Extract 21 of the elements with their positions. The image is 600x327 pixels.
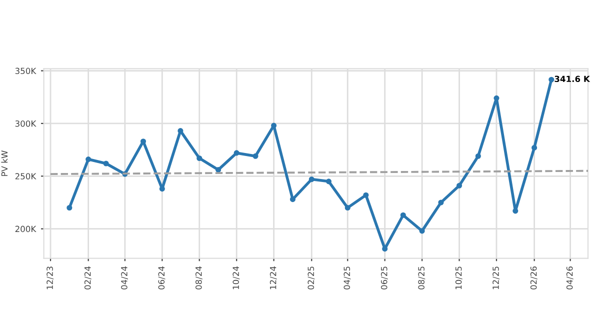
y-tick-label: 350K <box>15 68 36 74</box>
x-tick-label: 12/23 <box>46 266 54 290</box>
x-tick-label: 04/25 <box>344 266 351 290</box>
x-tick-label: 10/24 <box>232 266 240 290</box>
x-tick-label: 06/25 <box>380 266 388 290</box>
y-tick-label: 300K <box>15 120 36 127</box>
x-tick-label: 04/26 <box>566 266 574 290</box>
annotation: 341.6 K <box>554 76 590 82</box>
x-tick-label: 12/25 <box>492 266 500 290</box>
x-tick-label: 08/24 <box>195 266 202 290</box>
x-tick-label: 02/25 <box>308 266 315 290</box>
y-axis-title: PV kW <box>1 150 8 176</box>
x-tick-label: 08/25 <box>418 266 426 290</box>
x-tick-label: 02/26 <box>530 266 538 290</box>
x-tick-label: 02/24 <box>84 266 92 290</box>
x-tick-label: 10/25 <box>455 266 462 290</box>
x-tick-label: 06/24 <box>158 266 166 290</box>
x-tick-label: 04/24 <box>121 266 128 290</box>
x-tick-label: 12/24 <box>270 266 277 290</box>
y-tick-label: 250K <box>15 173 36 180</box>
y-tick-label: 200K <box>15 226 36 232</box>
